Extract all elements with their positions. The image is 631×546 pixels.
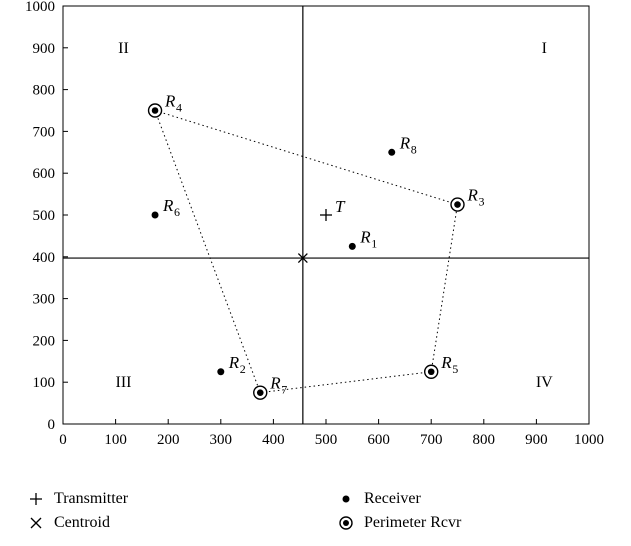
centroid-marker-b [297,253,308,264]
quadrant-label: IV [536,374,553,391]
y-tick-label: 1000 [25,0,55,15]
quadrant-label: I [542,40,547,57]
receiver-label: R [164,92,176,111]
receiver-label: R [359,227,371,246]
receiver-point [151,211,159,219]
receiver-label-subscript: 1 [371,236,377,250]
x-tick-label: 200 [157,432,180,448]
perimeter-receiver-point [256,389,264,396]
x-tick-label: 500 [315,432,338,448]
receiver-point [388,148,396,156]
receiver-label-subscript: 3 [479,195,485,209]
legend-perimeter-label: Perimeter Rcvr [364,514,462,531]
receiver-label: R [440,353,452,372]
receiver-label-subscript: 7 [281,383,287,397]
y-tick-label: 200 [33,333,56,349]
quadrant-label: II [118,40,129,57]
receiver-label: R [162,196,174,215]
perimeter-receiver-point [454,201,461,208]
legend-centroid-label: Centroid [54,514,110,531]
x-tick-label: 900 [525,432,548,448]
cross-icon [26,514,46,532]
dot-icon [336,490,356,508]
receiver-point [217,368,225,376]
receiver-label: R [467,186,479,205]
legend-receiver-label: Receiver [364,490,421,507]
y-tick-label: 300 [33,292,56,308]
receiver-label-subscript: 4 [176,101,182,115]
receiver-label-subscript: 2 [240,362,246,376]
receiver-label-subscript: 8 [411,142,417,156]
legend-transmitter-label: Transmitter [54,490,129,507]
x-tick-label: 800 [473,432,496,448]
y-tick-label: 800 [33,83,56,99]
legend-receiver: Receiver [336,490,421,508]
x-tick-label: 300 [210,432,233,448]
y-tick-label: 700 [33,124,56,140]
receiver-label-subscript: 5 [452,362,458,376]
x-tick-label: 400 [262,432,285,448]
x-tick-label: 0 [59,432,67,448]
perimeter-receiver-point [427,368,435,376]
receiver-label-subscript: 6 [174,205,180,219]
legend-centroid: Centroid [26,514,110,532]
y-tick-label: 0 [48,417,56,433]
perimeter-receiver-point [151,107,159,114]
transmitter-label: T [335,197,346,216]
circled-dot-icon [336,514,356,532]
quadrant-label: III [115,374,131,391]
y-tick-label: 500 [33,208,56,224]
y-tick-label: 600 [33,166,56,182]
y-tick-label: 400 [33,250,56,266]
receiver-label: R [399,133,411,152]
y-tick-label: 100 [33,375,56,391]
x-tick-label: 1000 [574,432,604,448]
receiver-point [348,242,356,250]
receiver-label: R [228,353,240,372]
plus-icon [26,490,46,508]
legend-perimeter: Perimeter Rcvr [336,514,461,532]
legend-transmitter: Transmitter [26,490,128,508]
x-tick-label: 700 [420,432,443,448]
x-tick-label: 600 [367,432,390,448]
y-tick-label: 900 [33,41,56,57]
receiver-label: R [269,374,281,393]
x-tick-label: 100 [104,432,127,448]
